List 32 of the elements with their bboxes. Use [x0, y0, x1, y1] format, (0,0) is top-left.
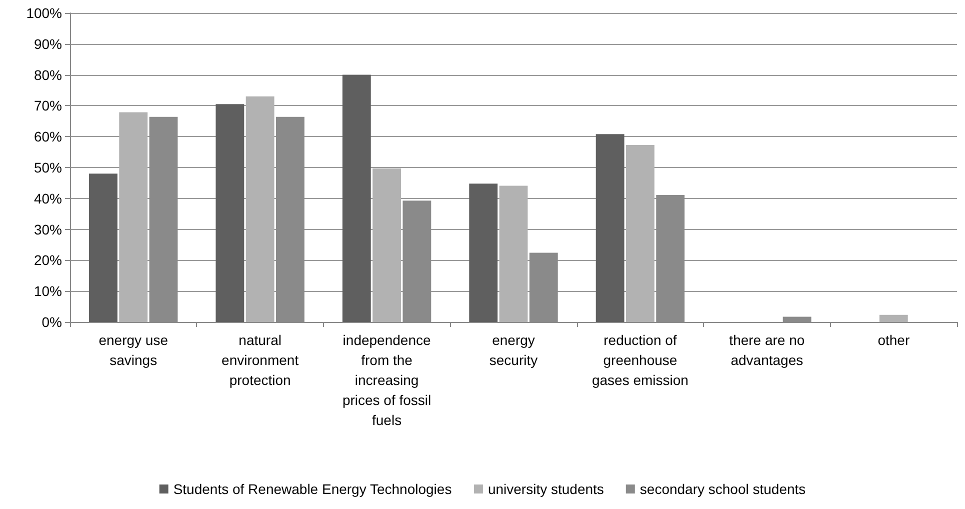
y-tick-label: 70% [34, 98, 62, 114]
y-tick-label: 60% [34, 128, 62, 145]
bar [342, 74, 371, 322]
y-tick-label: 50% [34, 160, 62, 176]
x-tick-label: natural environment protection [222, 332, 299, 388]
y-tick-label: 80% [34, 66, 62, 83]
y-tick-label: 10% [34, 283, 62, 300]
y-tick-label: 20% [34, 252, 62, 268]
x-tick-label: other [878, 332, 910, 348]
x-tick-label: reduction of greenhouse gases emission [592, 332, 688, 388]
legend-label: secondary school students [640, 481, 806, 497]
x-tick-label: energy use savings [98, 332, 168, 368]
y-tick-label: 40% [34, 190, 62, 206]
x-tick-label: independence from the increasing prices of fossil fuels [342, 332, 432, 428]
bar [626, 144, 654, 322]
legend-label: Students of Renewable Energy Technologies [173, 481, 452, 497]
bar [246, 96, 274, 322]
x-tick-label: energy security [489, 332, 538, 368]
x-tick-label: there are no advantages [729, 332, 805, 368]
bar [596, 134, 624, 322]
y-tick-label: 30% [34, 221, 62, 238]
bar [879, 314, 908, 322]
bar [216, 104, 244, 322]
y-tick-label: 0% [42, 314, 62, 330]
y-tick-label: 90% [34, 36, 62, 52]
legend-label: university students [488, 481, 604, 497]
bar [469, 184, 498, 322]
bar [372, 168, 401, 322]
bar [89, 174, 118, 322]
bar [499, 186, 528, 322]
y-tick-label: 100% [26, 5, 62, 21]
bar [119, 112, 148, 322]
